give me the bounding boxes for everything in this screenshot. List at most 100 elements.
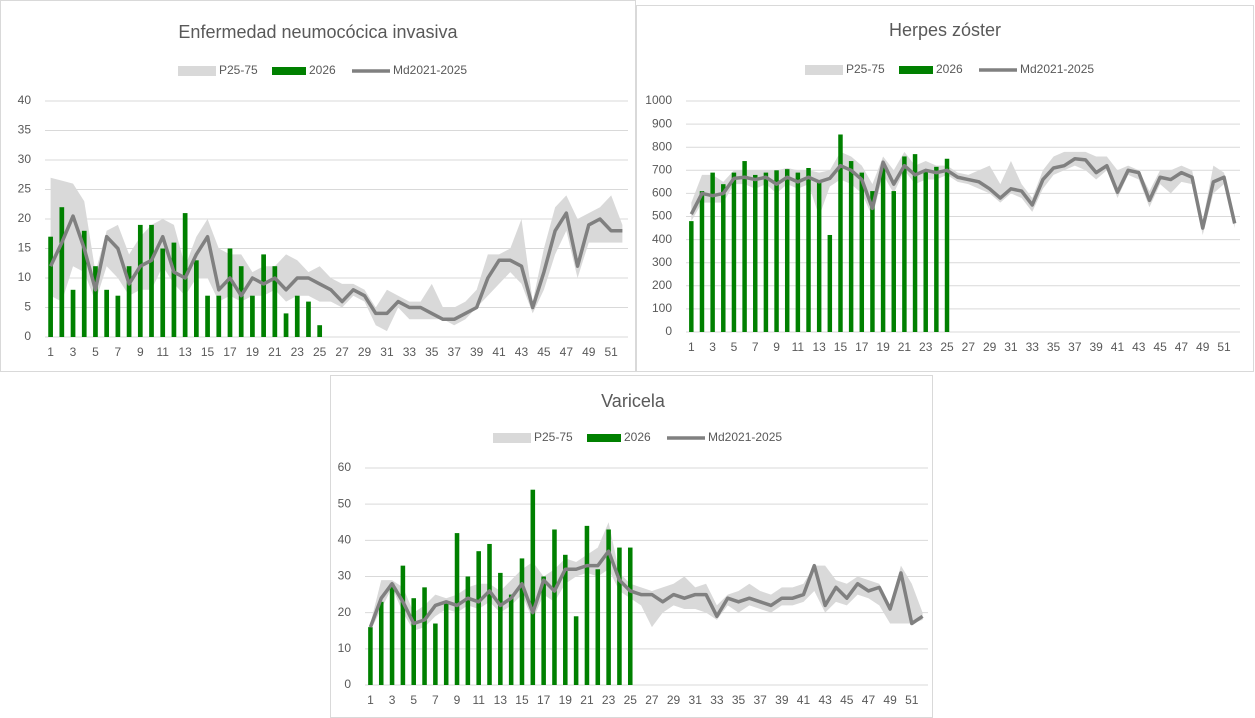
x-tick-label: 51: [1217, 340, 1231, 354]
bar: [216, 295, 222, 337]
bar: [137, 224, 143, 337]
y-tick-label: 300: [652, 255, 672, 269]
x-tick-label: 27: [335, 345, 349, 359]
x-tick-label: 11: [792, 340, 805, 354]
bar: [149, 224, 154, 337]
bar: [934, 166, 939, 332]
x-tick-label: 9: [137, 345, 144, 359]
y-tick-label: 0: [344, 677, 351, 691]
x-tick-label: 39: [775, 693, 789, 707]
bar: [171, 242, 177, 337]
bar: [126, 266, 132, 337]
x-tick-label: 27: [645, 693, 659, 707]
bar: [721, 184, 726, 332]
x-tick-label: 15: [834, 340, 848, 354]
bar: [806, 167, 811, 332]
x-tick-label: 47: [862, 693, 876, 707]
bar: [870, 191, 875, 332]
x-tick-label: 45: [1153, 340, 1167, 354]
bar: [272, 266, 278, 337]
median-line: [689, 157, 1237, 230]
x-tick-label: 29: [667, 693, 681, 707]
bar: [306, 301, 311, 337]
bar: [389, 583, 395, 685]
bar: [848, 161, 854, 332]
y-tick-label: 20: [338, 605, 352, 619]
x-tick-label: 43: [1132, 340, 1146, 354]
x-tick-label: 11: [472, 693, 485, 707]
x-tick-label: 47: [560, 345, 574, 359]
x-tick-label: 13: [812, 340, 826, 354]
x-tick-label: 15: [515, 693, 529, 707]
bar: [487, 543, 492, 685]
chart-title: Herpes zóster: [889, 20, 1001, 40]
x-tick-label: 7: [115, 345, 122, 359]
x-tick-label: 49: [883, 693, 897, 707]
legend-label: Md2021-2025: [708, 430, 782, 444]
x-tick-label: 35: [732, 693, 746, 707]
x-tick-label: 23: [291, 345, 305, 359]
x-tick-label: 31: [1004, 340, 1018, 354]
y-tick-label: 0: [665, 324, 672, 338]
percentile-band: [50, 177, 623, 332]
y-tick-label: 50: [338, 496, 352, 510]
x-tick-label: 29: [358, 345, 372, 359]
median-line: [49, 211, 623, 322]
y-tick-label: 30: [338, 569, 352, 583]
bar: [563, 554, 568, 685]
x-tick-label: 1: [367, 693, 374, 707]
x-tick-label: 33: [1026, 340, 1040, 354]
bar: [827, 234, 833, 332]
median-line: [368, 549, 924, 628]
legend-swatch: [272, 67, 306, 75]
x-tick-label: 41: [797, 693, 811, 707]
bar: [443, 601, 449, 685]
x-tick-label: 25: [940, 340, 954, 354]
x-tick-label: 7: [432, 693, 439, 707]
bar: [59, 207, 65, 337]
chart-title: Enfermedad neumocócica invasiva: [178, 22, 458, 42]
y-tick-label: 400: [652, 232, 672, 246]
bar: [498, 572, 503, 685]
y-tick-label: 15: [18, 241, 32, 255]
bar: [795, 172, 801, 332]
legend-label: P25-75: [534, 430, 573, 444]
x-tick-label: 17: [537, 693, 551, 707]
bar: [508, 594, 514, 685]
bar: [573, 616, 579, 685]
bar: [250, 295, 255, 337]
y-tick-label: 35: [18, 123, 32, 137]
x-tick-label: 35: [425, 345, 439, 359]
legend-label: 2026: [309, 63, 336, 77]
x-tick-label: 37: [1068, 340, 1082, 354]
x-tick-label: 21: [898, 340, 912, 354]
bar: [476, 551, 481, 685]
legend-label: 2026: [936, 62, 963, 76]
x-tick-label: 39: [1089, 340, 1103, 354]
x-tick-label: 51: [905, 693, 919, 707]
bar: [530, 489, 536, 685]
y-tick-label: 60: [338, 460, 352, 474]
x-tick-label: 3: [709, 340, 716, 354]
bar: [912, 154, 918, 332]
x-tick-label: 37: [448, 345, 462, 359]
bar: [595, 569, 601, 685]
x-tick-label: 49: [582, 345, 596, 359]
bar: [710, 172, 715, 332]
y-tick-label: 40: [338, 533, 352, 547]
x-tick-label: 11: [156, 345, 169, 359]
y-tick-label: 800: [652, 139, 672, 153]
y-tick-label: 30: [18, 152, 32, 166]
x-tick-label: 23: [602, 693, 616, 707]
bar: [774, 170, 779, 332]
y-tick-label: 700: [652, 162, 672, 176]
legend-label: P25-75: [219, 63, 258, 77]
bar: [81, 230, 87, 337]
x-tick-label: 21: [580, 693, 594, 707]
bar: [891, 191, 896, 332]
x-tick-label: 25: [624, 693, 638, 707]
x-tick-label: 41: [1111, 340, 1125, 354]
x-tick-label: 1: [47, 345, 54, 359]
x-tick-label: 49: [1196, 340, 1210, 354]
